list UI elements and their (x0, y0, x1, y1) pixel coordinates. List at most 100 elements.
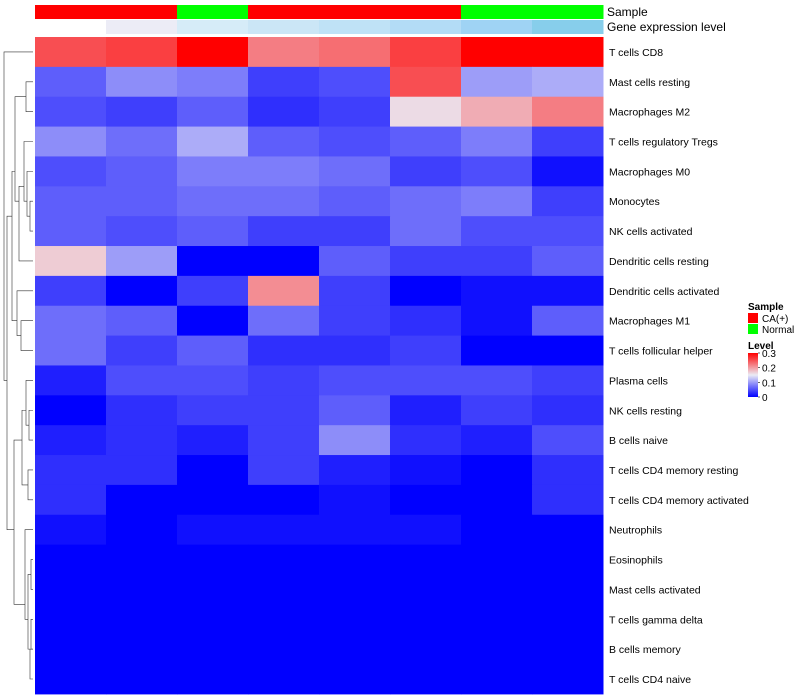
legend-tick-label: 0.1 (762, 378, 776, 389)
heatmap-cell (35, 246, 107, 277)
heatmap-cell (35, 96, 107, 128)
legend-title-sample: Sample (748, 302, 784, 313)
heatmap-cell (35, 275, 107, 307)
heatmap-cell (319, 664, 391, 695)
sample-annotation-cell (319, 5, 391, 19)
heatmap-cell (319, 574, 391, 605)
row-label: Macrophages M2 (609, 107, 690, 119)
dendrogram-branch (27, 574, 31, 650)
heatmap-cell (35, 484, 107, 516)
heatmap-cell (248, 425, 320, 456)
heatmap-cell (35, 335, 107, 366)
heatmap-cell (532, 66, 604, 98)
row-label: NK cells resting (609, 405, 682, 417)
row-label: T cells gamma delta (609, 614, 703, 626)
heatmap-cell (532, 574, 604, 605)
heatmap-cell (177, 365, 249, 396)
dendrogram-branch (20, 320, 33, 351)
heatmap-cell (248, 305, 320, 337)
heatmap-cell (532, 186, 604, 217)
row-label: Plasma cells (609, 375, 668, 387)
heatmap-cell (390, 365, 462, 396)
dendrogram-branch (26, 171, 33, 217)
heatmap-cell (390, 216, 462, 247)
legend-entry: Normal (762, 325, 794, 336)
row-label: Mast cells resting (609, 77, 690, 89)
dendrogram-branch (28, 409, 33, 441)
heatmap-cell (532, 544, 604, 575)
heatmap-cell (390, 544, 462, 575)
heatmap-cell (106, 544, 178, 575)
heatmap-cell (319, 305, 391, 337)
heatmap-cell (390, 126, 462, 157)
heatmap-cell (177, 395, 249, 426)
row-dendrogram (3, 51, 33, 680)
sample-annotation-cell (532, 5, 604, 19)
row-labels: T cells CD8 Mast cells resting Macrophages… (609, 47, 749, 686)
legend-swatch (748, 324, 758, 334)
heatmap-cell (35, 66, 107, 98)
heatmap-cell (461, 66, 533, 98)
heatmap-cell (177, 544, 249, 575)
heatmap-cell (390, 484, 462, 516)
heatmap-cell (248, 455, 320, 486)
heatmap-cell (106, 96, 178, 128)
heatmap-cell (248, 246, 320, 277)
heatmap-cell (177, 335, 249, 366)
heatmap-cell (319, 66, 391, 98)
heatmap-cell (532, 455, 604, 486)
expression-annotation-cell (106, 20, 178, 34)
heatmap-cell (390, 514, 462, 546)
row-label: T cells CD8 (609, 47, 663, 59)
heatmap-cell (390, 664, 462, 695)
legend-tick-label: 0.3 (762, 349, 776, 360)
row-label: B cells naive (609, 435, 668, 447)
heatmap-cell (532, 395, 604, 426)
heatmap-cell (35, 425, 107, 456)
heatmap-cell (35, 186, 107, 217)
expression-annotation-cell (177, 20, 249, 34)
row-label: B cells memory (609, 644, 682, 656)
expression-annotation-cell (390, 20, 462, 34)
heatmap-cell (532, 275, 604, 307)
heatmap-cell (248, 514, 320, 546)
heatmap-cell (106, 156, 178, 187)
heatmap-cell (248, 634, 320, 665)
heatmap-cell (35, 305, 107, 337)
heatmap-cell (319, 544, 391, 575)
dendrogram-branch (24, 529, 33, 620)
dendrogram-branch (29, 200, 33, 232)
heatmap-cell (248, 335, 320, 366)
heatmap-cell (106, 186, 178, 217)
dendrogram-branch (30, 559, 33, 590)
heatmap-cell (106, 66, 178, 98)
legend-title-level: Level (748, 341, 774, 352)
heatmap-cell (106, 335, 178, 366)
sample-annotation-cell (177, 5, 249, 19)
expression-annotation-cell (319, 20, 391, 34)
heatmap-cell (319, 514, 391, 546)
heatmap-cell (390, 305, 462, 337)
annotation-tracks (35, 5, 604, 34)
annotation-label: Sample (607, 5, 648, 19)
heatmap-cell (319, 37, 391, 68)
heatmap-cell (106, 604, 178, 635)
heatmap-cell (177, 425, 249, 456)
heatmap-cell (35, 126, 107, 157)
dendrogram-branch (23, 141, 33, 202)
dendrogram-branch (3, 51, 33, 381)
heatmap-cell (461, 216, 533, 247)
heatmap-cell (532, 216, 604, 247)
heatmap-cell (461, 574, 533, 605)
row-label: T cells CD4 naive (609, 674, 691, 686)
heatmap-cell (532, 514, 604, 546)
heatmap-cell (319, 365, 391, 396)
heatmap-cell (461, 246, 533, 277)
heatmap-cell (177, 484, 249, 516)
heatmap-cell (390, 96, 462, 128)
heatmap-cell (106, 126, 178, 157)
heatmap-cell (248, 66, 320, 98)
heatmap-cell (177, 514, 249, 546)
